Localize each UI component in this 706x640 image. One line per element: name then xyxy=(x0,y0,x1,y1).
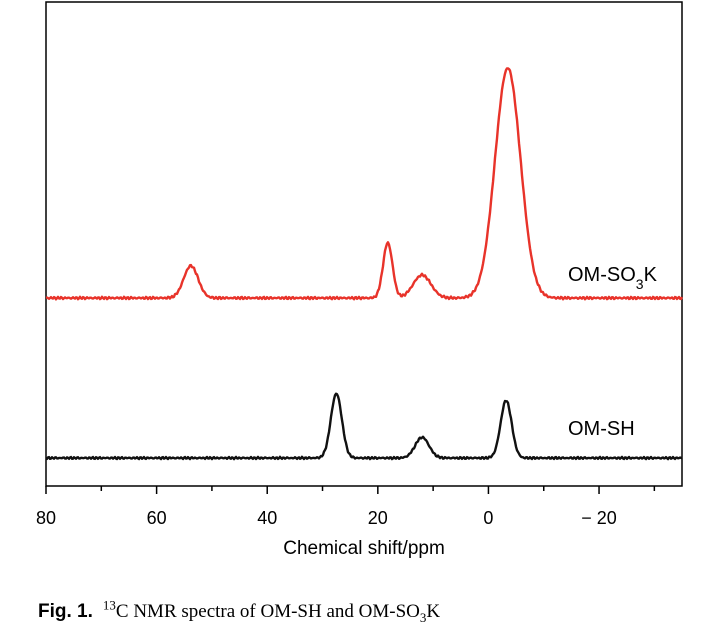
caption-text-end: K xyxy=(426,601,441,623)
figure-number: Fig. 1. xyxy=(38,601,93,623)
x-tick-label: 20 xyxy=(368,508,388,528)
caption-subscript: 3 xyxy=(419,610,427,626)
caption-superscript: 13 xyxy=(102,598,116,613)
caption-text: C NMR spectra of OM-SH and OM-SO xyxy=(115,601,420,623)
series-om-sh-line xyxy=(45,392,683,461)
nmr-chart: 80 60 40 20 0 − 20 OM-SO3K OM-SH Chemical shi… xyxy=(36,1,684,559)
x-axis-ticks xyxy=(45,486,656,494)
series-label-om-so3k: OM-SO3K xyxy=(568,264,658,292)
x-tick-label: − 20 xyxy=(581,508,617,528)
plot-frame xyxy=(45,1,683,487)
series-label-om-sh: OM-SH xyxy=(568,418,635,440)
x-tick-label: 40 xyxy=(257,508,277,528)
figure-caption: Fig. 1. 13C NMR spectra of OM-SH and OM-S… xyxy=(38,598,440,626)
x-axis-tick-labels: 80 60 40 20 0 − 20 xyxy=(36,508,617,528)
x-axis-title: Chemical shift/ppm xyxy=(283,538,445,559)
x-tick-label: 0 xyxy=(483,508,493,528)
x-tick-label: 60 xyxy=(147,508,167,528)
x-tick-label: 80 xyxy=(36,508,56,528)
series-om-so3k-line xyxy=(45,67,684,301)
